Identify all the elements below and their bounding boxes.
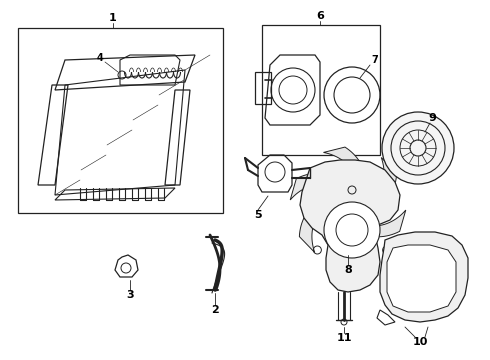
Polygon shape — [299, 198, 331, 252]
Polygon shape — [387, 245, 456, 312]
Text: 8: 8 — [344, 265, 352, 275]
Polygon shape — [365, 157, 396, 212]
Text: 3: 3 — [126, 290, 134, 300]
Text: 6: 6 — [316, 11, 324, 21]
Polygon shape — [300, 160, 400, 292]
Text: 9: 9 — [428, 113, 436, 123]
Circle shape — [382, 112, 454, 184]
Bar — [18, 28, 223, 213]
Circle shape — [334, 191, 362, 219]
Circle shape — [324, 202, 380, 258]
Polygon shape — [350, 210, 406, 237]
Polygon shape — [323, 147, 366, 194]
Text: 1: 1 — [109, 13, 117, 23]
Text: 2: 2 — [211, 305, 219, 315]
Text: 5: 5 — [254, 210, 262, 220]
Polygon shape — [380, 232, 468, 322]
Bar — [262, 25, 380, 155]
Bar — [255, 72, 271, 104]
Text: 11: 11 — [336, 333, 352, 343]
Text: 10: 10 — [412, 337, 428, 347]
Text: 7: 7 — [371, 55, 378, 65]
Polygon shape — [331, 216, 372, 263]
Text: 4: 4 — [97, 53, 103, 63]
Polygon shape — [290, 173, 345, 200]
